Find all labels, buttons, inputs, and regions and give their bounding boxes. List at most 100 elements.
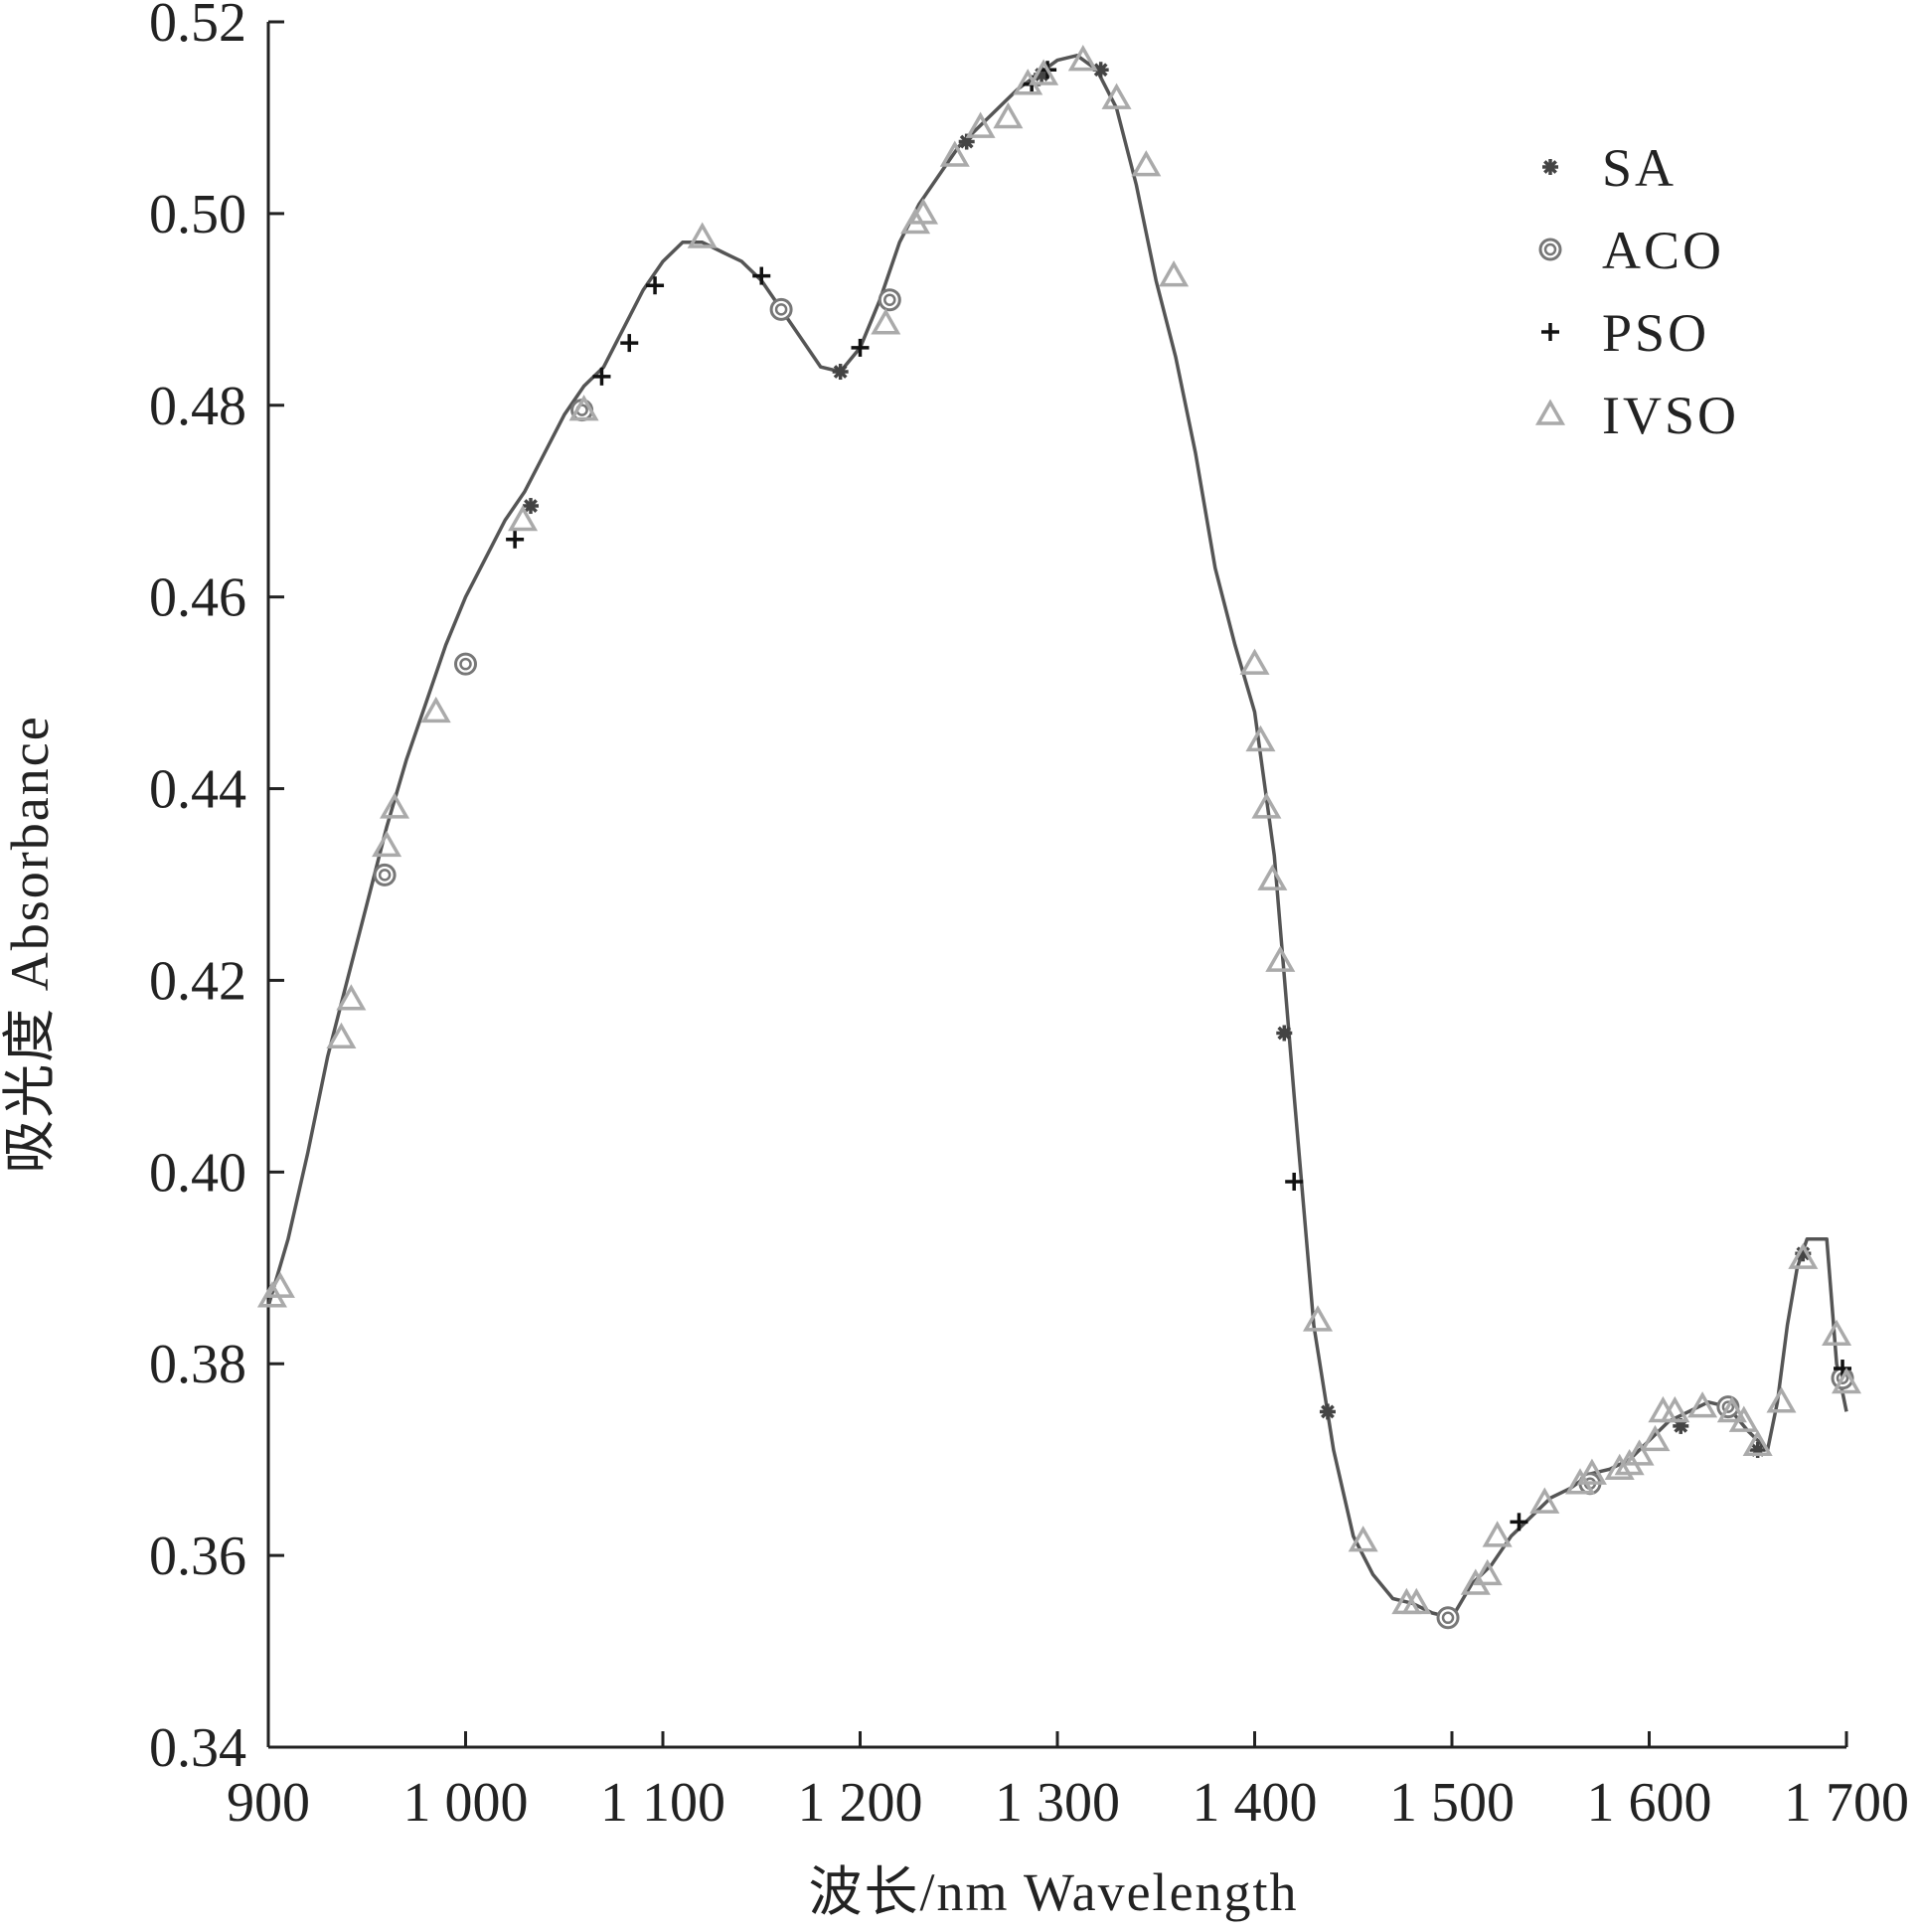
series-pso: [506, 61, 1852, 1531]
sa-point: [832, 364, 849, 381]
ivso-point: [1239, 648, 1270, 675]
series-ivso: [256, 45, 1862, 1615]
ivso-point: [871, 308, 901, 335]
sa-point: [1276, 1025, 1293, 1042]
sa-point: [1749, 1442, 1766, 1459]
aco-point: [769, 297, 793, 321]
y-tick-label: 0.36: [149, 1526, 246, 1587]
ivso-point: [1660, 1395, 1690, 1423]
ivso-point: [336, 984, 367, 1011]
ivso-point: [1067, 45, 1098, 72]
ivso-point: [1401, 1587, 1432, 1615]
x-ticks: 900 1 000 1 100 1 200 1 300 1 400 1 500 1 600 1 …: [227, 1731, 1909, 1834]
aco-point: [1436, 1606, 1460, 1630]
x-tick-label: 1 400: [1193, 1772, 1318, 1834]
pso-point: [620, 334, 639, 353]
pso-point: [851, 338, 870, 357]
ivso-point: [1728, 1405, 1759, 1432]
y-ticks: 0.34 0.36 0.38 0.40 0.42 0.44 0.46 0.48 0.50 0.52: [149, 0, 284, 1779]
y-tick-label: 0.40: [149, 1142, 246, 1204]
sa-point: [523, 498, 540, 515]
ivso-point: [1766, 1386, 1797, 1413]
ivso-point: [965, 111, 996, 138]
ivso-point: [1348, 1526, 1378, 1552]
ivso-point: [380, 792, 410, 819]
ivso-point: [508, 504, 539, 532]
y-tick-label: 0.52: [149, 0, 246, 54]
y-tick-label: 0.38: [149, 1334, 246, 1395]
aco-point: [878, 288, 901, 312]
ivso-point: [1482, 1521, 1513, 1547]
ivso-point: [939, 140, 970, 167]
ivso-point: [1576, 1458, 1607, 1485]
y-axis-title: 吸光度 Absorbance: [0, 715, 60, 1173]
y-tick-label: 0.42: [149, 950, 246, 1012]
y-tick-label: 0.46: [149, 567, 246, 629]
ivso-point: [1788, 1242, 1819, 1269]
ivso-point: [1604, 1453, 1635, 1481]
sa-point: [1319, 1403, 1336, 1420]
x-axis-title: 波长/nm Wavelength: [808, 1862, 1298, 1922]
sa-point: [1092, 62, 1109, 79]
legend-item-pso: PSO: [1541, 303, 1709, 363]
legend-item-sa: SA: [1542, 138, 1677, 198]
pso-point: [752, 266, 771, 285]
aco-point: [454, 652, 477, 676]
ivso-point: [993, 101, 1024, 129]
x-tick-label: 1 000: [403, 1772, 529, 1834]
ivso-point: [568, 395, 599, 421]
pso-point: [506, 530, 525, 549]
x-tick-label: 1 200: [798, 1772, 923, 1834]
sa-point: [958, 133, 975, 150]
x-tick-label: 900: [227, 1772, 310, 1834]
ivso-point: [1640, 1424, 1671, 1452]
ivso-point: [908, 198, 939, 225]
pso-point: [646, 276, 665, 295]
y-tick-label: 0.50: [149, 184, 246, 245]
legend-label: SA: [1602, 138, 1677, 198]
x-tick-label: 1 100: [600, 1772, 725, 1834]
legend-marker: [1541, 323, 1559, 341]
legend-marker: [1534, 399, 1566, 425]
legend-marker: [1542, 159, 1558, 175]
ivso-point: [1742, 1429, 1773, 1456]
ivso-point: [1029, 59, 1059, 85]
ivso-point: [420, 696, 451, 724]
ivso-point: [1822, 1319, 1852, 1347]
spectrum-line: [266, 54, 1848, 1620]
legend-marker: [1538, 238, 1562, 261]
x-tick-label: 1 300: [995, 1772, 1120, 1834]
ivso-point: [1472, 1558, 1503, 1586]
axes: 900 1 000 1 100 1 200 1 300 1 400 1 500 1 600 1 …: [149, 0, 1909, 1834]
x-tick-label: 1 500: [1389, 1772, 1515, 1834]
series-aco: [373, 288, 1854, 1630]
pso-point: [592, 367, 611, 386]
aco-point: [373, 863, 397, 886]
ivso-point: [1251, 792, 1282, 819]
legend: SA ACO PSO IVSO: [1534, 138, 1736, 445]
ivso-point: [264, 1271, 295, 1298]
legend-label: PSO: [1602, 303, 1709, 363]
x-tick-label: 1 700: [1784, 1772, 1909, 1834]
ivso-point: [1624, 1439, 1655, 1466]
pso-point: [1510, 1513, 1528, 1531]
ivso-point: [1257, 864, 1288, 890]
series-markers: [256, 45, 1862, 1630]
ivso-point: [1831, 1367, 1862, 1394]
ivso-point: [1245, 724, 1276, 752]
legend-item-aco: ACO: [1538, 221, 1721, 280]
ivso-point: [1131, 150, 1162, 177]
ivso-point: [1101, 82, 1132, 109]
ivso-point: [372, 830, 402, 858]
ivso-point: [1303, 1305, 1334, 1332]
y-tick-label: 0.48: [149, 376, 246, 437]
ivso-point: [1159, 260, 1190, 287]
pso-point: [1285, 1172, 1304, 1191]
legend-item-ivso: IVSO: [1534, 386, 1736, 445]
x-tick-label: 1 600: [1587, 1772, 1712, 1834]
ivso-point: [1529, 1487, 1560, 1514]
y-tick-label: 0.44: [149, 759, 246, 821]
ivso-point: [1716, 1395, 1747, 1423]
y-tick-label: 0.34: [149, 1717, 246, 1779]
